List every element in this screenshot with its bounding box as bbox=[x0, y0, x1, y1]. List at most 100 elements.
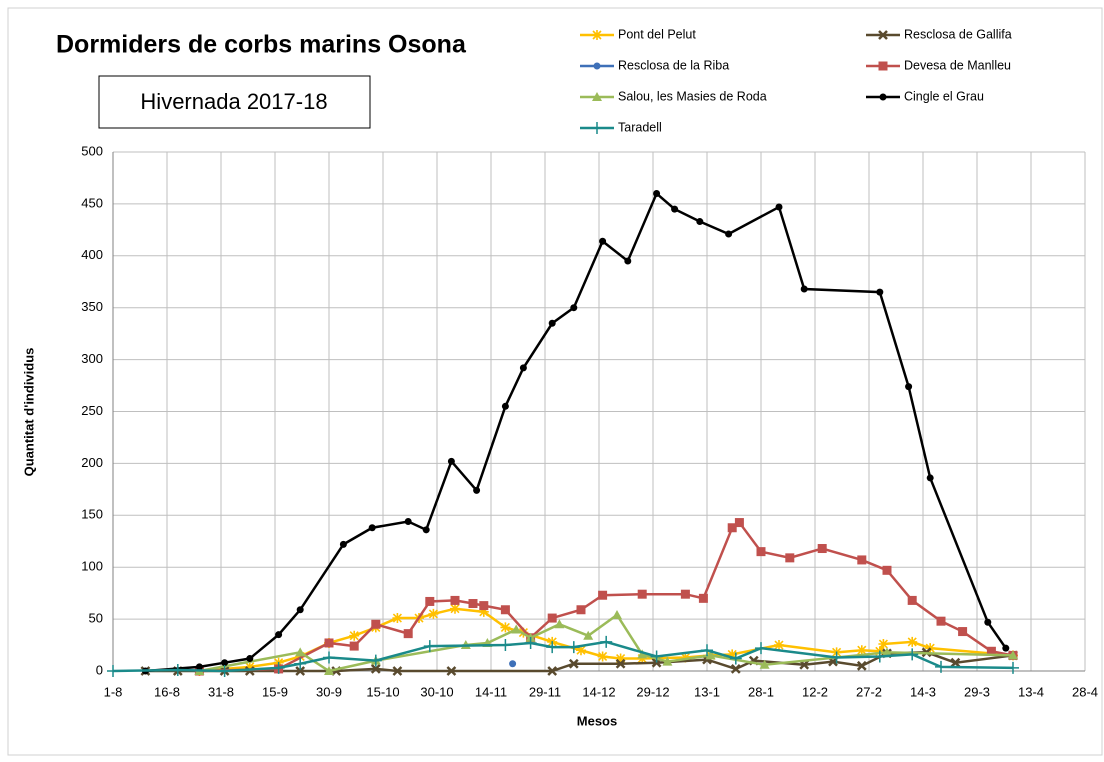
legend-label: Cingle el Grau bbox=[904, 89, 984, 103]
data-point bbox=[653, 190, 661, 198]
data-point bbox=[935, 660, 947, 673]
chart-title: Dormiders de corbs marins Osona bbox=[56, 31, 467, 59]
data-point bbox=[296, 606, 304, 614]
data-point bbox=[662, 656, 673, 666]
data-point bbox=[600, 635, 613, 648]
data-point bbox=[905, 383, 913, 391]
legend-marker bbox=[879, 93, 887, 101]
data-point bbox=[218, 665, 231, 677]
data-point bbox=[755, 642, 767, 655]
data-point bbox=[637, 649, 648, 659]
data-point bbox=[107, 665, 119, 677]
y-tick-label: 100 bbox=[81, 559, 103, 574]
y-tick-label: 450 bbox=[81, 195, 103, 210]
y-tick-label: 350 bbox=[81, 299, 103, 314]
x-tick-label: 12-2 bbox=[802, 684, 828, 699]
x-tick-label: 13-1 bbox=[694, 684, 720, 699]
data-point bbox=[450, 603, 460, 614]
data-point bbox=[958, 627, 968, 637]
x-tick-label: 13-4 bbox=[1018, 684, 1044, 699]
data-point bbox=[926, 474, 934, 482]
data-point bbox=[878, 639, 889, 650]
data-point bbox=[479, 601, 489, 611]
data-point bbox=[171, 663, 184, 676]
legend-marker bbox=[593, 62, 601, 70]
data-point bbox=[349, 641, 359, 651]
x-tick-label: 1-8 bbox=[104, 684, 123, 699]
legend-label: Salou, les Masies de Roda bbox=[618, 89, 767, 103]
data-point bbox=[404, 518, 412, 526]
x-tick-label: 14-3 bbox=[910, 684, 936, 699]
data-point bbox=[519, 364, 527, 372]
y-tick-label: 150 bbox=[81, 507, 103, 522]
data-point bbox=[729, 652, 742, 665]
data-point bbox=[615, 658, 626, 669]
subtitle-box bbox=[98, 75, 371, 129]
y-tick-label: 250 bbox=[81, 403, 103, 418]
x-tick-label: 27-2 bbox=[856, 684, 882, 699]
legend-label: Resclosa de la Riba bbox=[618, 58, 729, 72]
y-tick-label: 0 bbox=[96, 662, 103, 677]
data-point bbox=[650, 650, 663, 663]
data-point bbox=[501, 402, 509, 410]
x-tick-label: 31-8 bbox=[208, 684, 234, 699]
data-point bbox=[637, 653, 648, 664]
data-point bbox=[500, 622, 511, 633]
x-tick-label: 29-3 bbox=[964, 684, 990, 699]
data-point bbox=[817, 544, 827, 554]
data-point bbox=[576, 645, 586, 656]
data-point bbox=[403, 629, 413, 639]
data-point bbox=[612, 609, 622, 619]
data-point bbox=[615, 653, 626, 664]
data-point bbox=[907, 595, 917, 605]
data-point bbox=[570, 304, 578, 312]
y-axis-label: Quantitat d'individus bbox=[21, 348, 36, 477]
legend-marker bbox=[878, 30, 888, 40]
data-point bbox=[882, 565, 892, 575]
data-point bbox=[499, 639, 512, 652]
data-point bbox=[478, 606, 489, 617]
y-tick-label: 200 bbox=[81, 455, 103, 470]
x-tick-label: 28-4 bbox=[1072, 684, 1098, 699]
data-point bbox=[425, 596, 435, 606]
legend-label: Pont del Pelut bbox=[618, 27, 696, 41]
chart-frame bbox=[7, 7, 1103, 756]
data-point bbox=[876, 288, 884, 296]
legend-marker bbox=[591, 122, 603, 134]
data-point bbox=[473, 486, 481, 494]
data-point bbox=[524, 636, 537, 649]
chart-subtitle: Hivernada 2017-18 bbox=[140, 89, 327, 114]
data-point bbox=[950, 657, 961, 668]
data-point bbox=[734, 518, 744, 528]
x-axis-label: Mesos bbox=[577, 713, 617, 728]
legend-marker bbox=[592, 30, 602, 40]
data-point bbox=[547, 666, 558, 676]
x-tick-label: 28-1 bbox=[748, 684, 774, 699]
data-point bbox=[568, 658, 579, 669]
data-point bbox=[680, 652, 691, 663]
data-point bbox=[339, 540, 347, 548]
data-point bbox=[371, 619, 381, 629]
y-tick-label: 300 bbox=[81, 351, 103, 366]
data-point bbox=[567, 641, 580, 654]
data-point bbox=[392, 613, 403, 624]
data-point bbox=[856, 660, 867, 671]
data-point bbox=[446, 666, 457, 676]
data-point bbox=[294, 657, 307, 670]
data-point bbox=[800, 285, 808, 293]
data-point bbox=[370, 664, 381, 674]
data-point bbox=[730, 664, 741, 674]
y-tick-label: 50 bbox=[89, 611, 103, 626]
data-point bbox=[698, 593, 708, 603]
data-point bbox=[511, 624, 522, 634]
data-point bbox=[671, 205, 679, 213]
data-point bbox=[727, 649, 738, 660]
data-point bbox=[1007, 661, 1019, 674]
data-point bbox=[547, 613, 557, 623]
y-tick-label: 400 bbox=[81, 247, 103, 262]
x-tick-label: 30-9 bbox=[316, 684, 342, 699]
data-point bbox=[554, 619, 565, 629]
data-point bbox=[759, 659, 770, 669]
legend-label: Devesa de Manlleu bbox=[904, 58, 1011, 72]
